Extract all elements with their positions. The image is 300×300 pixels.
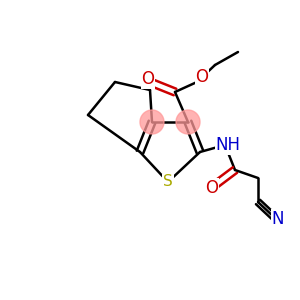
Text: O: O: [142, 70, 154, 88]
Circle shape: [176, 110, 200, 134]
Text: S: S: [163, 175, 173, 190]
Text: O: O: [206, 179, 218, 197]
Circle shape: [140, 110, 164, 134]
Text: NH: NH: [215, 136, 241, 154]
Text: O: O: [196, 68, 208, 86]
Text: N: N: [272, 210, 284, 228]
